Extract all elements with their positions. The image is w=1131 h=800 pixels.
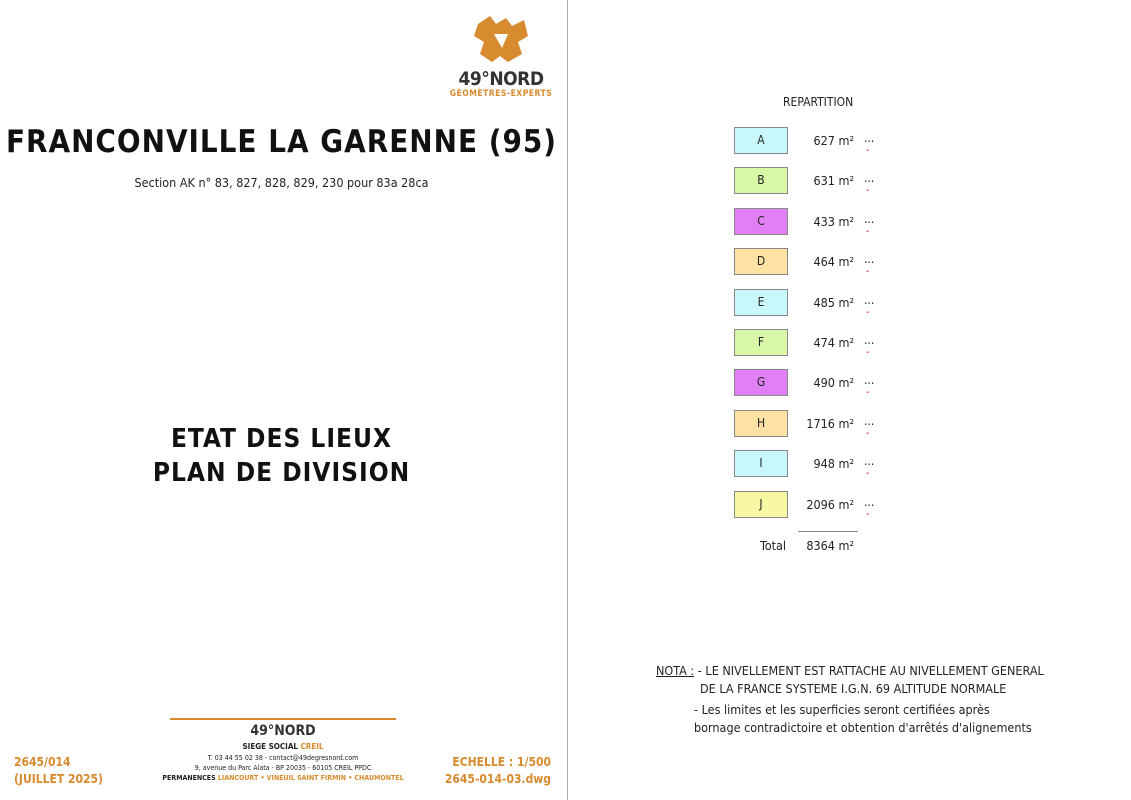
- lot-dash: -: [866, 508, 870, 520]
- lot-color-box: I: [734, 450, 788, 478]
- document-title-line2: PLAN DE DIVISION: [152, 458, 411, 488]
- footer-siege: SIEGE SOCIAL CREIL: [170, 742, 396, 751]
- lot-color-box: G: [734, 369, 788, 397]
- total-divider: [798, 531, 858, 532]
- lot-dots: ...: [864, 171, 875, 186]
- footer-address: 9, avenue du Parc Alata - BP 20035 - 601…: [194, 764, 372, 772]
- lot-area: 948 m²: [813, 456, 855, 472]
- siege-city: CREIL: [300, 742, 324, 751]
- lot-dots: ...: [864, 292, 875, 307]
- footer-company: 49°NORD: [250, 723, 316, 739]
- lot-color-box: A: [734, 127, 788, 154]
- lot-color-box: J: [734, 490, 788, 518]
- lot-area: 627 m²: [813, 133, 855, 148]
- file-name: 2645-014-03.dwg: [444, 772, 551, 786]
- nota-line2: DE LA FRANCE SYSTEME I.G.N. 69 ALTITUDE …: [700, 681, 1007, 696]
- project-date: (JUILLET 2025): [14, 772, 103, 786]
- lot-row: A 627 m²... -: [734, 127, 934, 156]
- lot-area: 474 m²: [813, 335, 855, 350]
- lot-dots: ...: [864, 252, 875, 267]
- lot-dots: ...: [864, 494, 875, 509]
- lot-area: 464 m²: [813, 254, 855, 270]
- lot-color-box: H: [734, 409, 788, 437]
- repartition-title: REPARTITION: [783, 95, 854, 109]
- section-subtitle: Section AK n° 83, 827, 828, 829, 230 pou…: [134, 175, 429, 190]
- total-area: 8364 m²: [806, 538, 854, 553]
- lot-row: C 433 m²... -: [734, 207, 934, 237]
- nota-label: NOTA :: [656, 663, 695, 678]
- lot-row: J 2096 m²... -: [734, 490, 934, 520]
- footer-permanences: PERMANENCES LIANCOURT • VINEUIL SAINT FI…: [160, 774, 406, 782]
- lot-dash: -: [866, 387, 870, 399]
- lot-color-box: B: [734, 167, 788, 195]
- lot-area: 2096 m²: [806, 496, 854, 512]
- nota-line1: - LE NIVELLEMENT EST RATTACHE AU NIVELLE…: [697, 663, 1044, 678]
- lot-area: 433 m²: [813, 213, 855, 229]
- lot-row: D 464 m²... -: [734, 248, 934, 278]
- lot-dash: -: [866, 468, 870, 480]
- lot-dots: ...: [864, 373, 875, 388]
- siege-label: SIEGE SOCIAL: [242, 742, 298, 751]
- lot-row: G 490 m²... -: [734, 369, 934, 399]
- permanences-label: PERMANENCES: [162, 774, 216, 782]
- repartition-page: [566, 0, 1131, 800]
- lot-dots: ...: [864, 211, 875, 226]
- lot-dash: -: [866, 266, 870, 278]
- lot-color-box: F: [734, 329, 788, 356]
- company-logo: 49°NORD GÉOMÈTRES-EXPERTS: [446, 14, 556, 99]
- lot-area: 631 m²: [813, 173, 855, 189]
- lot-color-box: D: [734, 248, 788, 276]
- lot-color-box: C: [734, 207, 788, 235]
- lot-row: I 948 m²... -: [734, 450, 934, 480]
- permanences-cities: LIANCOURT • VINEUIL SAINT FIRMIN • CHAUM…: [217, 774, 404, 782]
- total-label: Total: [760, 538, 787, 553]
- lot-dots: ...: [864, 413, 875, 428]
- lot-dash: -: [866, 225, 870, 237]
- footer-contact: T. 03 44 55 02 38 - contact@49degresnord…: [207, 754, 359, 762]
- cover-page: 49°NORD GÉOMÈTRES-EXPERTS FRANCONVILLE L…: [0, 0, 568, 800]
- lot-color-box: E: [734, 288, 788, 316]
- lot-row: F 474 m²... -: [734, 329, 934, 358]
- lot-dash: -: [866, 185, 870, 197]
- lot-row: H 1716 m²... -: [734, 409, 934, 439]
- lot-dots: ...: [864, 454, 875, 469]
- nota-block: NOTA : - LE NIVELLEMENT EST RATTACHE AU …: [656, 663, 1044, 678]
- lot-dash: -: [866, 347, 870, 358]
- document-title: ETAT DES LIEUX PLAN DE DIVISION: [0, 422, 563, 490]
- logo-emblem-icon: [474, 16, 528, 62]
- lot-area: 485 m²: [813, 294, 855, 310]
- nota-line4: bornage contradictoire et obtention d'ar…: [694, 720, 1032, 735]
- lot-row: B 631 m²... -: [734, 167, 934, 197]
- logo-tagline: GÉOMÈTRES-EXPERTS: [449, 89, 553, 99]
- lot-dots: ...: [864, 131, 875, 145]
- scale: ECHELLE : 1/500: [452, 755, 551, 769]
- lot-dash: -: [866, 427, 870, 439]
- page-title: FRANCONVILLE LA GARENNE (95): [5, 124, 558, 160]
- lot-area: 1716 m²: [806, 415, 854, 431]
- lot-dash: -: [866, 145, 870, 156]
- lot-dash: -: [866, 306, 870, 318]
- lot-row: E 485 m²... -: [734, 288, 934, 318]
- lot-dots: ...: [864, 333, 875, 347]
- nota-line3: - Les limites et les superficies seront …: [694, 702, 990, 717]
- footer-divider: [170, 718, 396, 720]
- lot-area: 490 m²: [813, 375, 855, 391]
- document-title-line1: ETAT DES LIEUX: [170, 424, 393, 454]
- project-reference: 2645/014: [14, 755, 71, 769]
- logo-name: 49°NORD: [458, 68, 544, 90]
